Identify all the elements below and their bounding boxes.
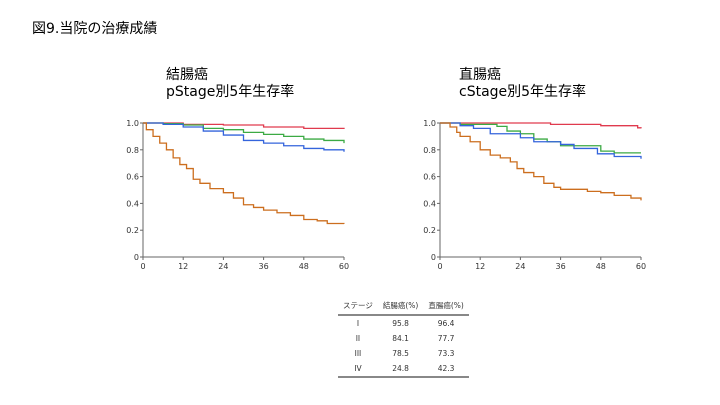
table-header: 直腸癌(%)	[423, 298, 469, 316]
y-tick-label: 0	[431, 253, 436, 262]
y-tick-label: 0.4	[423, 199, 436, 208]
x-tick-label: 60	[636, 262, 646, 271]
cell: 42.3	[423, 361, 469, 378]
x-tick-label: 12	[475, 262, 485, 271]
x-tick-label: 48	[596, 262, 606, 271]
cell: 84.1	[392, 334, 409, 343]
y-tick-label: 1.0	[423, 119, 436, 128]
survival-curve-stage-3	[143, 122, 345, 152]
y-tick-label: 0.8	[423, 146, 436, 155]
rectal-chart-title: 直腸癌 cStage別5年生存率	[459, 67, 586, 101]
cell: I	[356, 319, 360, 328]
survival-curve-stage-4	[143, 122, 345, 225]
rectal-title-line2: cStage別5年生存率	[459, 84, 587, 100]
x-tick-label: 36	[556, 262, 566, 271]
x-tick-label: 48	[299, 262, 309, 271]
cell: 96.4	[437, 319, 455, 328]
survival-curve-stage-4	[440, 122, 642, 201]
cell: III	[354, 349, 362, 358]
colon-title-line2: pStage別5年生存率	[166, 84, 295, 100]
x-tick-label: 0	[437, 262, 442, 271]
x-tick-label: 60	[339, 262, 349, 271]
survival-table: ステージ 結腸癌(%) 直腸癌(%) I 95.8 96.4 II 84.1 77.7 …	[338, 298, 469, 378]
x-tick-label: 0	[140, 262, 145, 271]
cell: 78.5	[392, 349, 409, 358]
y-tick-label: 0.2	[126, 226, 139, 235]
y-tick-label: 0.6	[126, 173, 139, 182]
table-row: I 95.8 96.4	[338, 315, 469, 331]
survival-curve-stage-3	[440, 122, 642, 159]
table-row: II 84.1 77.7	[338, 331, 469, 346]
cell: IV	[338, 361, 378, 378]
cell: II	[355, 334, 361, 343]
y-tick-label: 0.8	[126, 146, 139, 155]
x-tick-label: 24	[218, 262, 228, 271]
colon-chart-title: 結腸癌 pStage別5年生存率	[166, 67, 294, 101]
y-tick-label: 0	[134, 253, 139, 262]
cell: 73.3	[437, 349, 455, 358]
cell: 24.8	[377, 361, 424, 378]
survival-curve-stage-1	[440, 122, 642, 129]
table-row: IV 24.8 42.3	[338, 361, 469, 378]
survival-curve-stage-2	[440, 122, 641, 154]
colon-title-line1: 結腸癌	[166, 67, 208, 83]
y-tick-label: 1.0	[126, 119, 139, 128]
table-header: ステージ	[338, 298, 378, 316]
x-tick-label: 12	[178, 262, 188, 271]
rectal-title-line1: 直腸癌	[459, 67, 501, 83]
page-title: 図9.当院の治療成績	[32, 21, 158, 37]
cell: 77.7	[437, 334, 455, 343]
table-row: III 78.5 73.3	[338, 346, 469, 361]
x-tick-label: 36	[259, 262, 269, 271]
x-tick-label: 24	[515, 262, 525, 271]
table-header: 結腸癌(%)	[377, 298, 424, 316]
y-tick-label: 0.4	[126, 199, 139, 208]
y-tick-label: 0.6	[423, 173, 436, 182]
y-tick-label: 0.2	[423, 226, 436, 235]
cell: 95.8	[392, 319, 409, 328]
